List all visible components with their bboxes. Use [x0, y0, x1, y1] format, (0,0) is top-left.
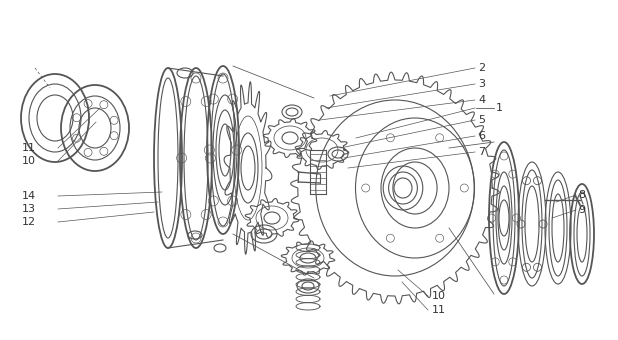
Text: 10: 10 — [432, 291, 446, 301]
Text: 1: 1 — [496, 103, 503, 113]
Text: 6: 6 — [478, 131, 485, 141]
Text: 2: 2 — [478, 63, 485, 73]
Text: 13: 13 — [22, 204, 36, 214]
Text: 11: 11 — [432, 305, 446, 315]
Text: 12: 12 — [22, 217, 36, 227]
Text: 11: 11 — [22, 143, 36, 153]
Text: 9: 9 — [578, 205, 585, 215]
Text: 4: 4 — [478, 95, 485, 105]
Text: 7: 7 — [478, 147, 485, 157]
Text: 8: 8 — [578, 190, 585, 200]
Text: 10: 10 — [22, 156, 36, 166]
Text: 5: 5 — [478, 115, 485, 125]
Text: 3: 3 — [478, 79, 485, 89]
Text: 14: 14 — [22, 191, 36, 201]
